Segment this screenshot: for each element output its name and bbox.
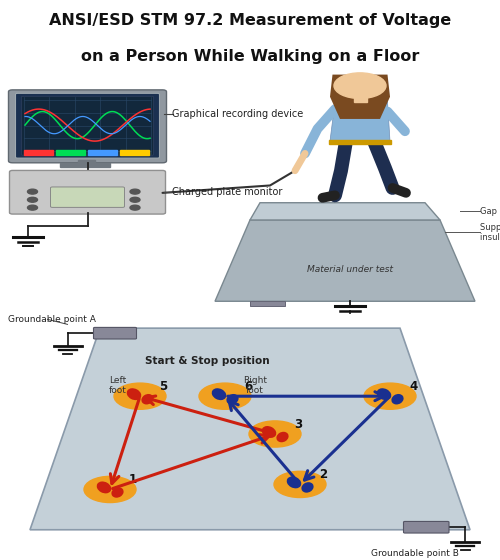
Text: 3: 3: [294, 418, 302, 431]
Text: ANSI/ESD STM 97.2 Measurement of Voltage: ANSI/ESD STM 97.2 Measurement of Voltage: [49, 13, 451, 28]
Polygon shape: [30, 328, 470, 530]
Circle shape: [274, 472, 326, 497]
Text: 6: 6: [244, 380, 252, 393]
Circle shape: [28, 189, 38, 194]
Polygon shape: [215, 220, 475, 301]
Circle shape: [130, 205, 140, 210]
FancyBboxPatch shape: [16, 94, 160, 158]
Bar: [56, 150, 85, 155]
Polygon shape: [330, 74, 390, 119]
Text: Material under test: Material under test: [307, 265, 393, 274]
Ellipse shape: [276, 432, 288, 442]
FancyBboxPatch shape: [404, 521, 449, 533]
Circle shape: [334, 73, 386, 99]
FancyBboxPatch shape: [50, 187, 124, 207]
Circle shape: [249, 421, 301, 447]
Text: Gap 1cm (0.5 in): Gap 1cm (0.5 in): [480, 207, 500, 216]
Text: Graphical recording device: Graphical recording device: [172, 109, 304, 119]
Ellipse shape: [96, 482, 112, 493]
Circle shape: [199, 383, 251, 409]
Polygon shape: [250, 301, 285, 306]
FancyBboxPatch shape: [22, 96, 154, 155]
Polygon shape: [330, 102, 390, 141]
Ellipse shape: [226, 394, 238, 404]
Text: 2: 2: [319, 468, 327, 482]
FancyBboxPatch shape: [94, 328, 136, 339]
Ellipse shape: [212, 388, 226, 400]
Circle shape: [130, 197, 140, 202]
FancyBboxPatch shape: [10, 170, 166, 214]
Text: 5: 5: [159, 380, 167, 393]
Text: 1: 1: [129, 473, 137, 487]
Ellipse shape: [126, 388, 142, 400]
Ellipse shape: [302, 482, 314, 493]
Text: Support material
insulative if required: Support material insulative if required: [480, 222, 500, 242]
FancyBboxPatch shape: [8, 90, 166, 163]
Ellipse shape: [376, 388, 392, 400]
Circle shape: [84, 477, 136, 502]
Circle shape: [28, 205, 38, 210]
Ellipse shape: [286, 477, 302, 488]
Bar: [329, 139, 391, 144]
Text: Right
foot: Right foot: [243, 376, 267, 395]
Text: Left
foot: Left foot: [108, 376, 126, 395]
Bar: [78, 160, 95, 164]
Ellipse shape: [392, 394, 404, 404]
Text: Start & Stop position: Start & Stop position: [145, 356, 270, 366]
Bar: [354, 91, 366, 102]
Bar: [60, 162, 110, 167]
Text: Charged plate monitor: Charged plate monitor: [172, 186, 283, 197]
Text: Groundable point B: Groundable point B: [371, 549, 459, 558]
Bar: [120, 150, 149, 155]
Polygon shape: [250, 203, 440, 220]
Text: 4: 4: [409, 380, 417, 393]
Circle shape: [130, 189, 140, 194]
Circle shape: [28, 197, 38, 202]
Text: on a Person While Walking on a Floor: on a Person While Walking on a Floor: [81, 49, 419, 64]
Bar: [24, 150, 53, 155]
Circle shape: [364, 383, 416, 409]
Ellipse shape: [142, 394, 154, 404]
Ellipse shape: [262, 426, 276, 438]
Circle shape: [114, 383, 166, 409]
Bar: [88, 150, 117, 155]
Ellipse shape: [112, 487, 124, 498]
Text: Groundable point A: Groundable point A: [8, 315, 96, 324]
